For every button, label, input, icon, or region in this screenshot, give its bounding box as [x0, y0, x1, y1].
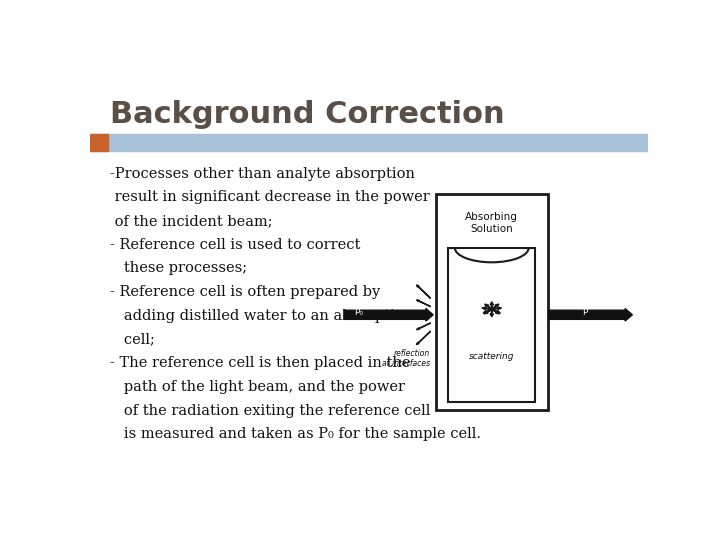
- FancyArrow shape: [490, 302, 493, 309]
- Text: result in significant decrease in the power: result in significant decrease in the po…: [109, 191, 429, 204]
- Text: these processes;: these processes;: [109, 261, 247, 275]
- Text: - Reference cell is used to correct: - Reference cell is used to correct: [109, 238, 360, 252]
- Text: Background Correction: Background Correction: [109, 100, 504, 129]
- Text: reflection
at interfaces: reflection at interfaces: [382, 349, 431, 368]
- Text: P: P: [582, 308, 588, 317]
- Text: P₀: P₀: [354, 308, 363, 317]
- Bar: [90, 134, 648, 151]
- FancyArrow shape: [416, 323, 431, 330]
- Bar: [449, 248, 535, 402]
- Text: cell;: cell;: [109, 333, 154, 347]
- FancyArrow shape: [549, 308, 632, 321]
- FancyArrow shape: [492, 309, 500, 313]
- FancyArrow shape: [416, 300, 431, 307]
- Text: scattering: scattering: [469, 352, 515, 361]
- FancyArrow shape: [416, 332, 431, 345]
- FancyArrow shape: [344, 308, 433, 321]
- Text: of the incident beam;: of the incident beam;: [109, 214, 272, 228]
- FancyArrow shape: [492, 309, 500, 314]
- FancyArrow shape: [483, 309, 492, 313]
- Text: path of the light beam, and the power: path of the light beam, and the power: [109, 380, 405, 394]
- FancyArrow shape: [490, 309, 493, 317]
- Text: Absorbing
Solution: Absorbing Solution: [465, 212, 518, 234]
- Bar: [436, 194, 548, 410]
- FancyArrow shape: [416, 285, 431, 298]
- Bar: [90, 134, 108, 151]
- Text: is measured and taken as P₀ for the sample cell.: is measured and taken as P₀ for the samp…: [109, 427, 480, 441]
- FancyArrow shape: [416, 314, 431, 315]
- FancyArrow shape: [492, 304, 499, 309]
- Text: of the radiation exiting the reference cell: of the radiation exiting the reference c…: [109, 404, 430, 417]
- Text: - Reference cell is often prepared by: - Reference cell is often prepared by: [109, 285, 379, 299]
- FancyArrow shape: [484, 309, 492, 314]
- FancyArrow shape: [485, 304, 492, 309]
- FancyArrow shape: [482, 307, 492, 309]
- Text: - The reference cell is then placed in the: - The reference cell is then placed in t…: [109, 356, 410, 370]
- Text: -Processes other than analyte absorption: -Processes other than analyte absorption: [109, 167, 415, 181]
- FancyArrow shape: [492, 307, 502, 309]
- Text: adding distilled water to an absorption: adding distilled water to an absorption: [109, 309, 413, 323]
